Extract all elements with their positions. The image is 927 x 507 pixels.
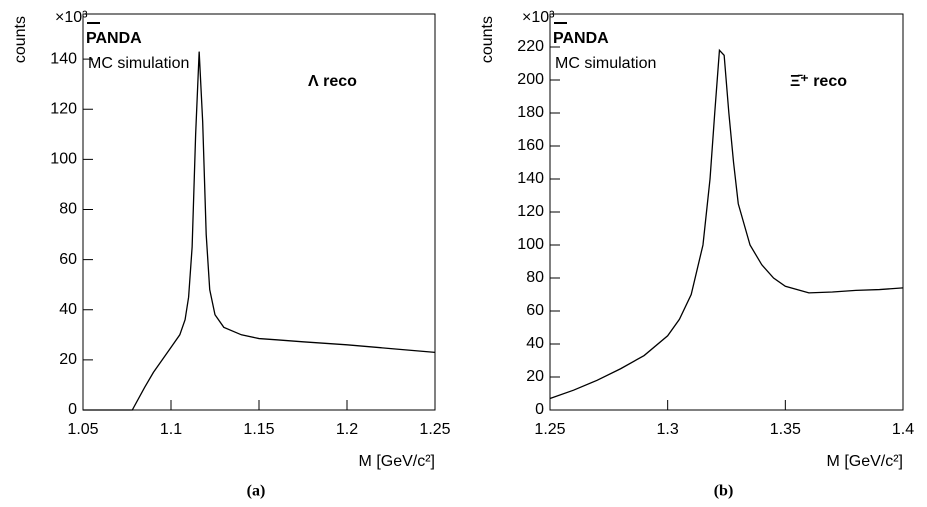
x-tick-label: 1.3 bbox=[657, 421, 679, 438]
y-tick-label: 0 bbox=[535, 401, 544, 418]
y-tick-label: 80 bbox=[526, 269, 544, 286]
panel-label: (a) bbox=[247, 483, 266, 500]
x-tick-label: 1.2 bbox=[336, 421, 358, 438]
y-tick-label: 120 bbox=[50, 100, 77, 117]
y-tick-label: 20 bbox=[59, 351, 77, 368]
y-multiplier: ×10³ bbox=[55, 9, 88, 26]
y-tick-label: 0 bbox=[68, 401, 77, 418]
y-tick-label: 220 bbox=[517, 38, 544, 55]
y-axis-label: counts bbox=[479, 16, 496, 63]
y-tick-label: 60 bbox=[526, 302, 544, 319]
plot-frame bbox=[82, 13, 436, 411]
y-tick-label: 80 bbox=[59, 201, 77, 218]
y-tick-label: 40 bbox=[59, 301, 77, 318]
y-tick-label: 200 bbox=[517, 71, 544, 88]
x-tick-label: 1.35 bbox=[770, 421, 801, 438]
brand: PANDA bbox=[553, 30, 609, 47]
x-tick-label: 1.25 bbox=[419, 421, 450, 438]
x-tick-label: 1.1 bbox=[160, 421, 182, 438]
y-tick-label: 180 bbox=[517, 104, 544, 121]
x-tick-label: 1.15 bbox=[243, 421, 274, 438]
panel-label: (b) bbox=[714, 483, 734, 500]
y-tick-label: 140 bbox=[517, 170, 544, 187]
y-axis-label: counts bbox=[12, 16, 29, 63]
histogram-line bbox=[83, 51, 436, 411]
x-tick-label: 1.4 bbox=[892, 421, 914, 438]
x-axis-label: M [GeV/c²] bbox=[827, 453, 903, 470]
y-tick-label: 100 bbox=[50, 151, 77, 168]
brand: PANDA bbox=[86, 30, 142, 47]
x-tick-label: 1.05 bbox=[67, 421, 98, 438]
subtitle: MC simulation bbox=[88, 55, 189, 72]
y-tick-label: 40 bbox=[526, 335, 544, 352]
y-tick-label: 100 bbox=[517, 236, 544, 253]
histogram-line bbox=[549, 48, 904, 400]
x-tick-label: 1.25 bbox=[534, 421, 565, 438]
plot-frame bbox=[549, 13, 904, 411]
annotation: Ξ̄⁺ reco bbox=[790, 73, 847, 90]
y-tick-label: 140 bbox=[50, 50, 77, 67]
y-tick-label: 60 bbox=[59, 251, 77, 268]
y-multiplier: ×10³ bbox=[522, 9, 555, 26]
annotation: Λ reco bbox=[308, 73, 357, 90]
y-tick-label: 120 bbox=[517, 203, 544, 220]
subtitle: MC simulation bbox=[555, 55, 656, 72]
x-axis-label: M [GeV/c²] bbox=[359, 453, 435, 470]
y-tick-label: 20 bbox=[526, 368, 544, 385]
y-tick-label: 160 bbox=[517, 137, 544, 154]
